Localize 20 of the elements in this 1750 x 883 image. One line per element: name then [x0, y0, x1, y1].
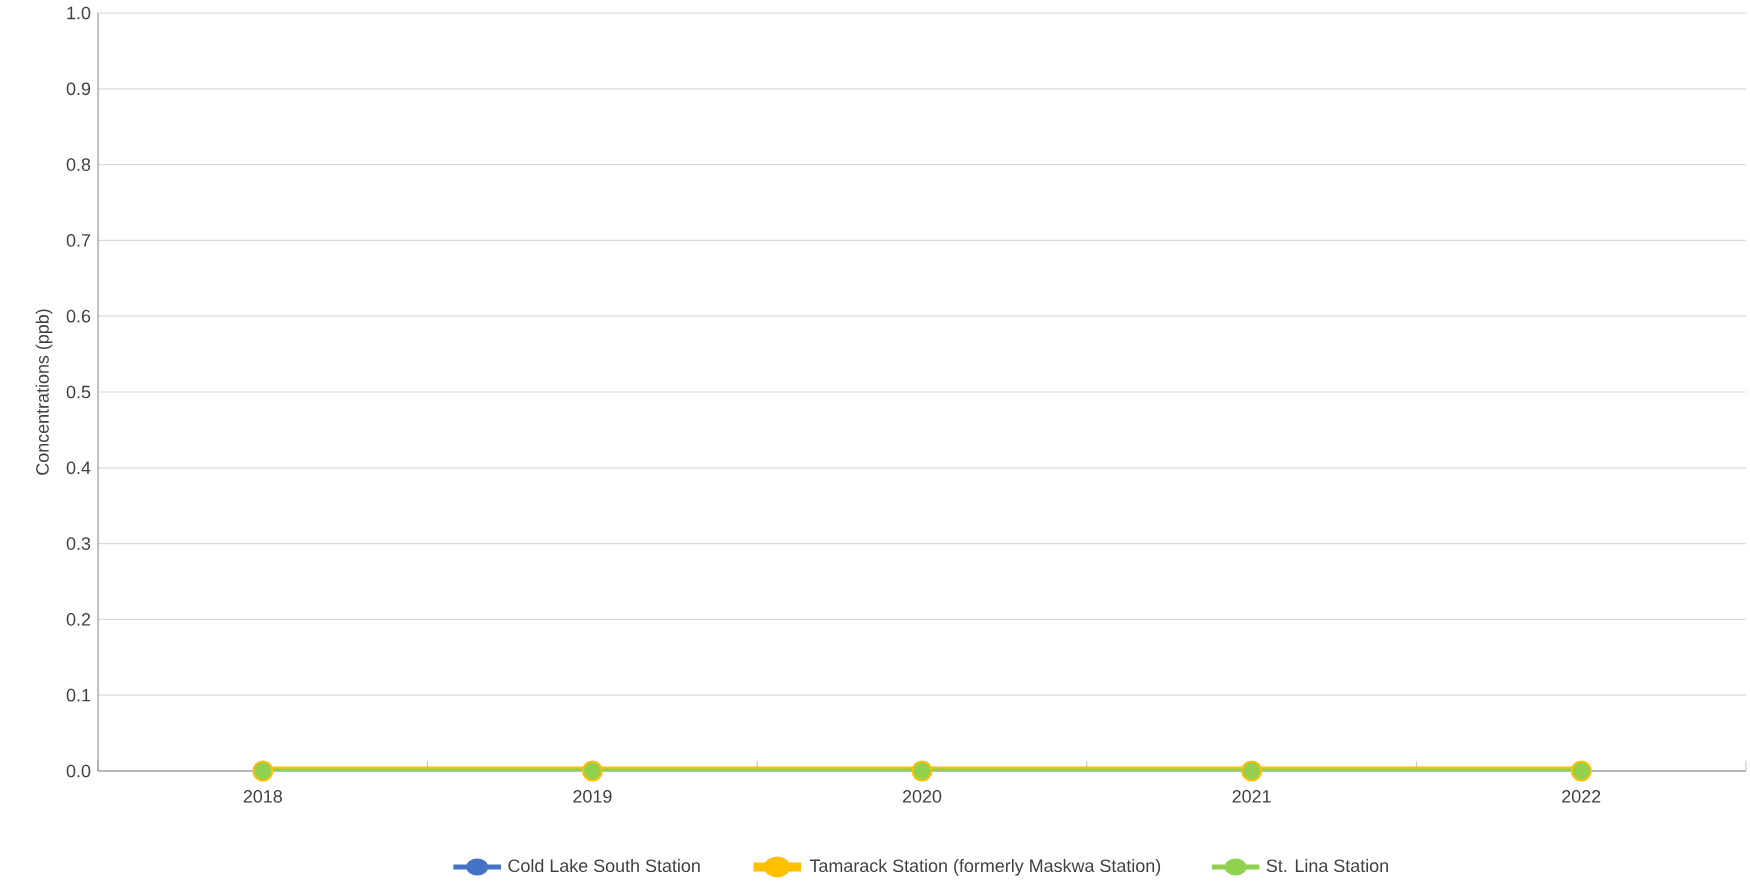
y-tick-label: 0.6 [66, 309, 91, 323]
legend-label: Cold Lake South Station [508, 858, 700, 873]
legend-label: Tamarack Station (formerly Maskwa Station) [809, 858, 1161, 876]
y-tick-label: 0.3 [66, 537, 91, 550]
x-tick-label: 2021 [1232, 790, 1271, 803]
y-tick-label: 0.8 [66, 158, 91, 171]
y-tick-label: 0.7 [66, 234, 91, 247]
x-tick-label: 2019 [573, 790, 612, 803]
y-tick-label: 0.0 [66, 764, 91, 778]
y-axis-title: Concentrations (ppb) [35, 309, 53, 475]
y-tick-label: 0.2 [66, 613, 91, 626]
y-tick-label: 0.9 [66, 82, 91, 96]
y-tick-label: 0.5 [66, 385, 91, 399]
x-tick-label: 2020 [902, 790, 942, 803]
y-tick-label: 1.0 [67, 6, 91, 20]
y-tick-label: 0.1 [66, 688, 91, 702]
y-tick-label: 0.4 [66, 461, 91, 475]
legend-label: St. Lina Station [1266, 858, 1388, 873]
x-tick-label: 2022 [1562, 790, 1601, 803]
x-tick-label: 2018 [243, 790, 282, 803]
